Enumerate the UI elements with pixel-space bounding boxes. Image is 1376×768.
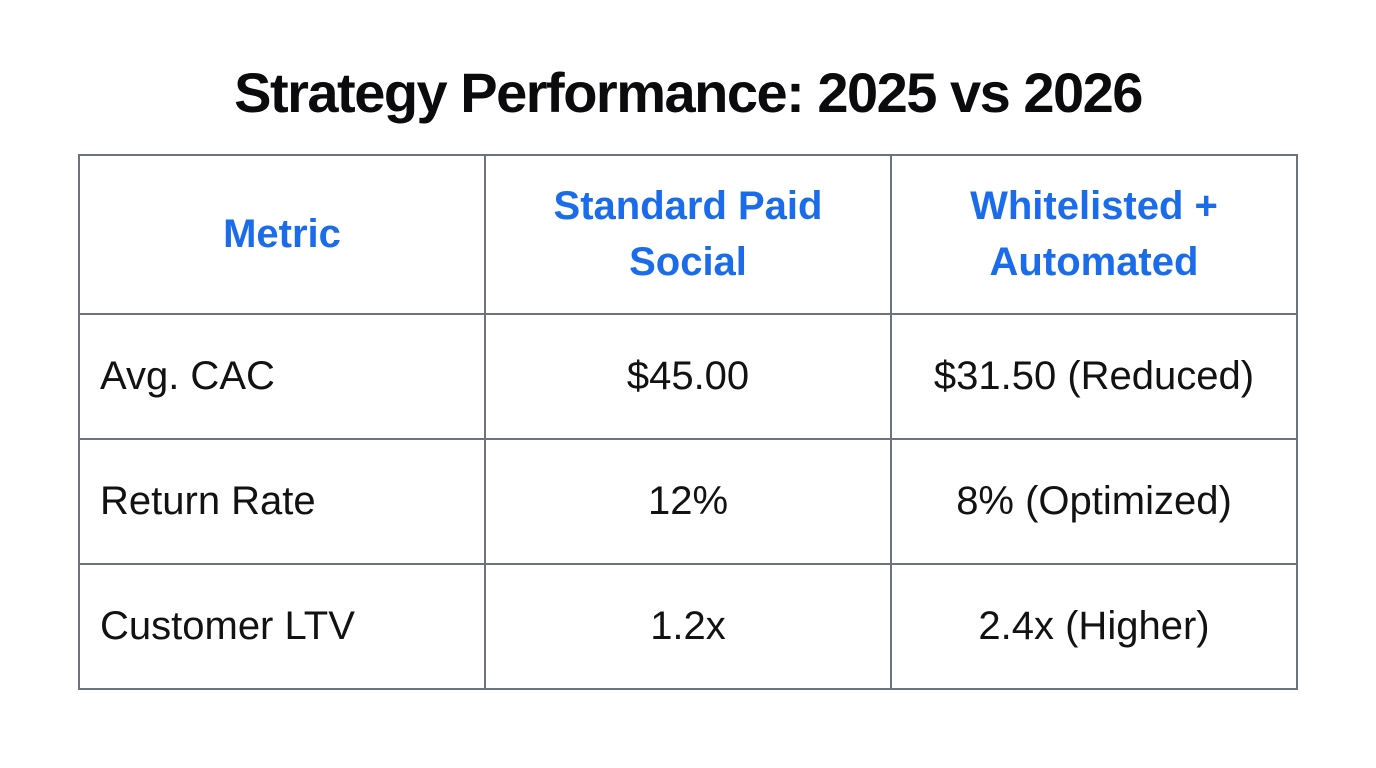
table-body: Avg. CAC $45.00 $31.50 (Reduced) Return … <box>78 312 1298 690</box>
standard-value-avg-cac: $45.00 <box>484 312 892 440</box>
column-header-standard-paid-social: Standard Paid Social <box>484 153 892 315</box>
page-title: Strategy Performance: 2025 vs 2026 <box>234 61 1143 124</box>
metric-name-customer-ltv: Customer LTV <box>78 562 486 690</box>
standard-value-customer-ltv: 1.2x <box>484 562 892 690</box>
table-header: Metric Standard Paid Social Whitelisted … <box>78 153 1298 315</box>
whitelisted-value-avg-cac: $31.50 (Reduced) <box>890 312 1298 440</box>
table-row: Customer LTV 1.2x 2.4x (Higher) <box>78 562 1298 690</box>
whitelisted-value-customer-ltv: 2.4x (Higher) <box>890 562 1298 690</box>
performance-table: Metric Standard Paid Social Whitelisted … <box>78 153 1298 690</box>
metric-name-avg-cac: Avg. CAC <box>78 312 486 440</box>
whitelisted-value-return-rate: 8% (Optimized) <box>890 437 1298 565</box>
header-row: Metric Standard Paid Social Whitelisted … <box>78 153 1298 315</box>
column-header-metric: Metric <box>78 153 486 315</box>
table-row: Return Rate 12% 8% (Optimized) <box>78 437 1298 565</box>
column-header-whitelisted-automated: Whitelisted + Automated <box>890 153 1298 315</box>
table-row: Avg. CAC $45.00 $31.50 (Reduced) <box>78 312 1298 440</box>
metric-name-return-rate: Return Rate <box>78 437 486 565</box>
standard-value-return-rate: 12% <box>484 437 892 565</box>
